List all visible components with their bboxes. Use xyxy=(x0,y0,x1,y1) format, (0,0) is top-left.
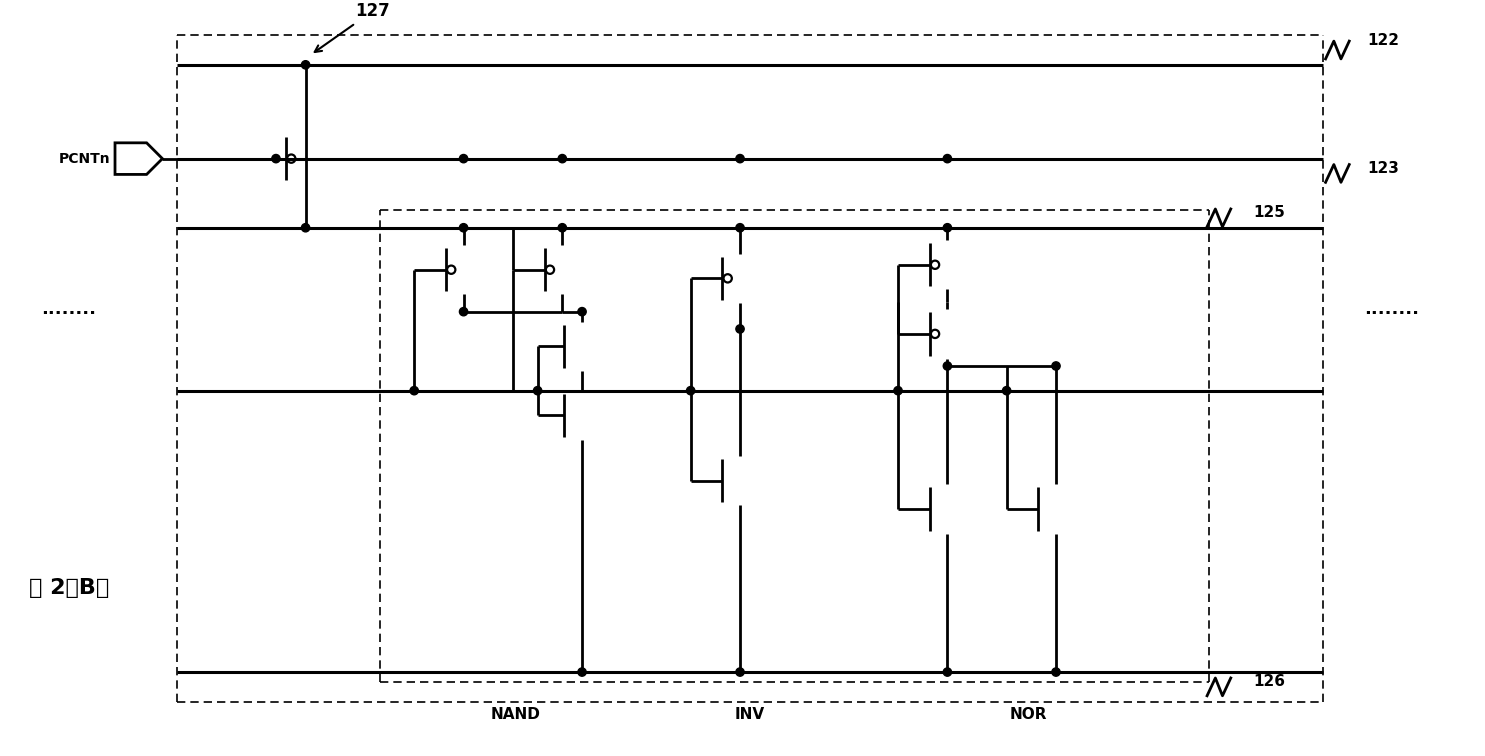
Circle shape xyxy=(737,668,744,676)
Circle shape xyxy=(578,668,587,676)
Circle shape xyxy=(578,308,587,316)
Text: 126: 126 xyxy=(1253,674,1286,689)
Text: ........: ........ xyxy=(42,300,97,318)
Circle shape xyxy=(533,386,542,395)
Circle shape xyxy=(410,386,419,395)
Circle shape xyxy=(737,325,744,333)
Circle shape xyxy=(737,154,744,163)
Circle shape xyxy=(459,224,468,232)
Text: INV: INV xyxy=(735,707,765,722)
Text: ........: ........ xyxy=(1365,300,1420,318)
Circle shape xyxy=(943,362,952,370)
Circle shape xyxy=(1051,362,1060,370)
Circle shape xyxy=(737,224,744,232)
Text: NOR: NOR xyxy=(1010,707,1047,722)
Circle shape xyxy=(1051,668,1060,676)
Circle shape xyxy=(943,668,952,676)
Text: 图 2（B）: 图 2（B） xyxy=(30,578,110,598)
Circle shape xyxy=(272,154,281,163)
Circle shape xyxy=(943,224,952,232)
Text: 127: 127 xyxy=(315,2,389,52)
Circle shape xyxy=(301,60,310,69)
Circle shape xyxy=(459,308,468,316)
Text: 123: 123 xyxy=(1368,161,1399,176)
Circle shape xyxy=(459,154,468,163)
Circle shape xyxy=(558,224,566,232)
Circle shape xyxy=(1002,386,1011,395)
Text: 122: 122 xyxy=(1368,33,1399,48)
Circle shape xyxy=(301,224,310,232)
Text: 125: 125 xyxy=(1253,206,1286,221)
Text: PCNTn: PCNTn xyxy=(59,152,110,166)
Text: NAND: NAND xyxy=(490,707,541,722)
Circle shape xyxy=(558,154,566,163)
Circle shape xyxy=(943,154,952,163)
Circle shape xyxy=(686,386,695,395)
Circle shape xyxy=(894,386,903,395)
